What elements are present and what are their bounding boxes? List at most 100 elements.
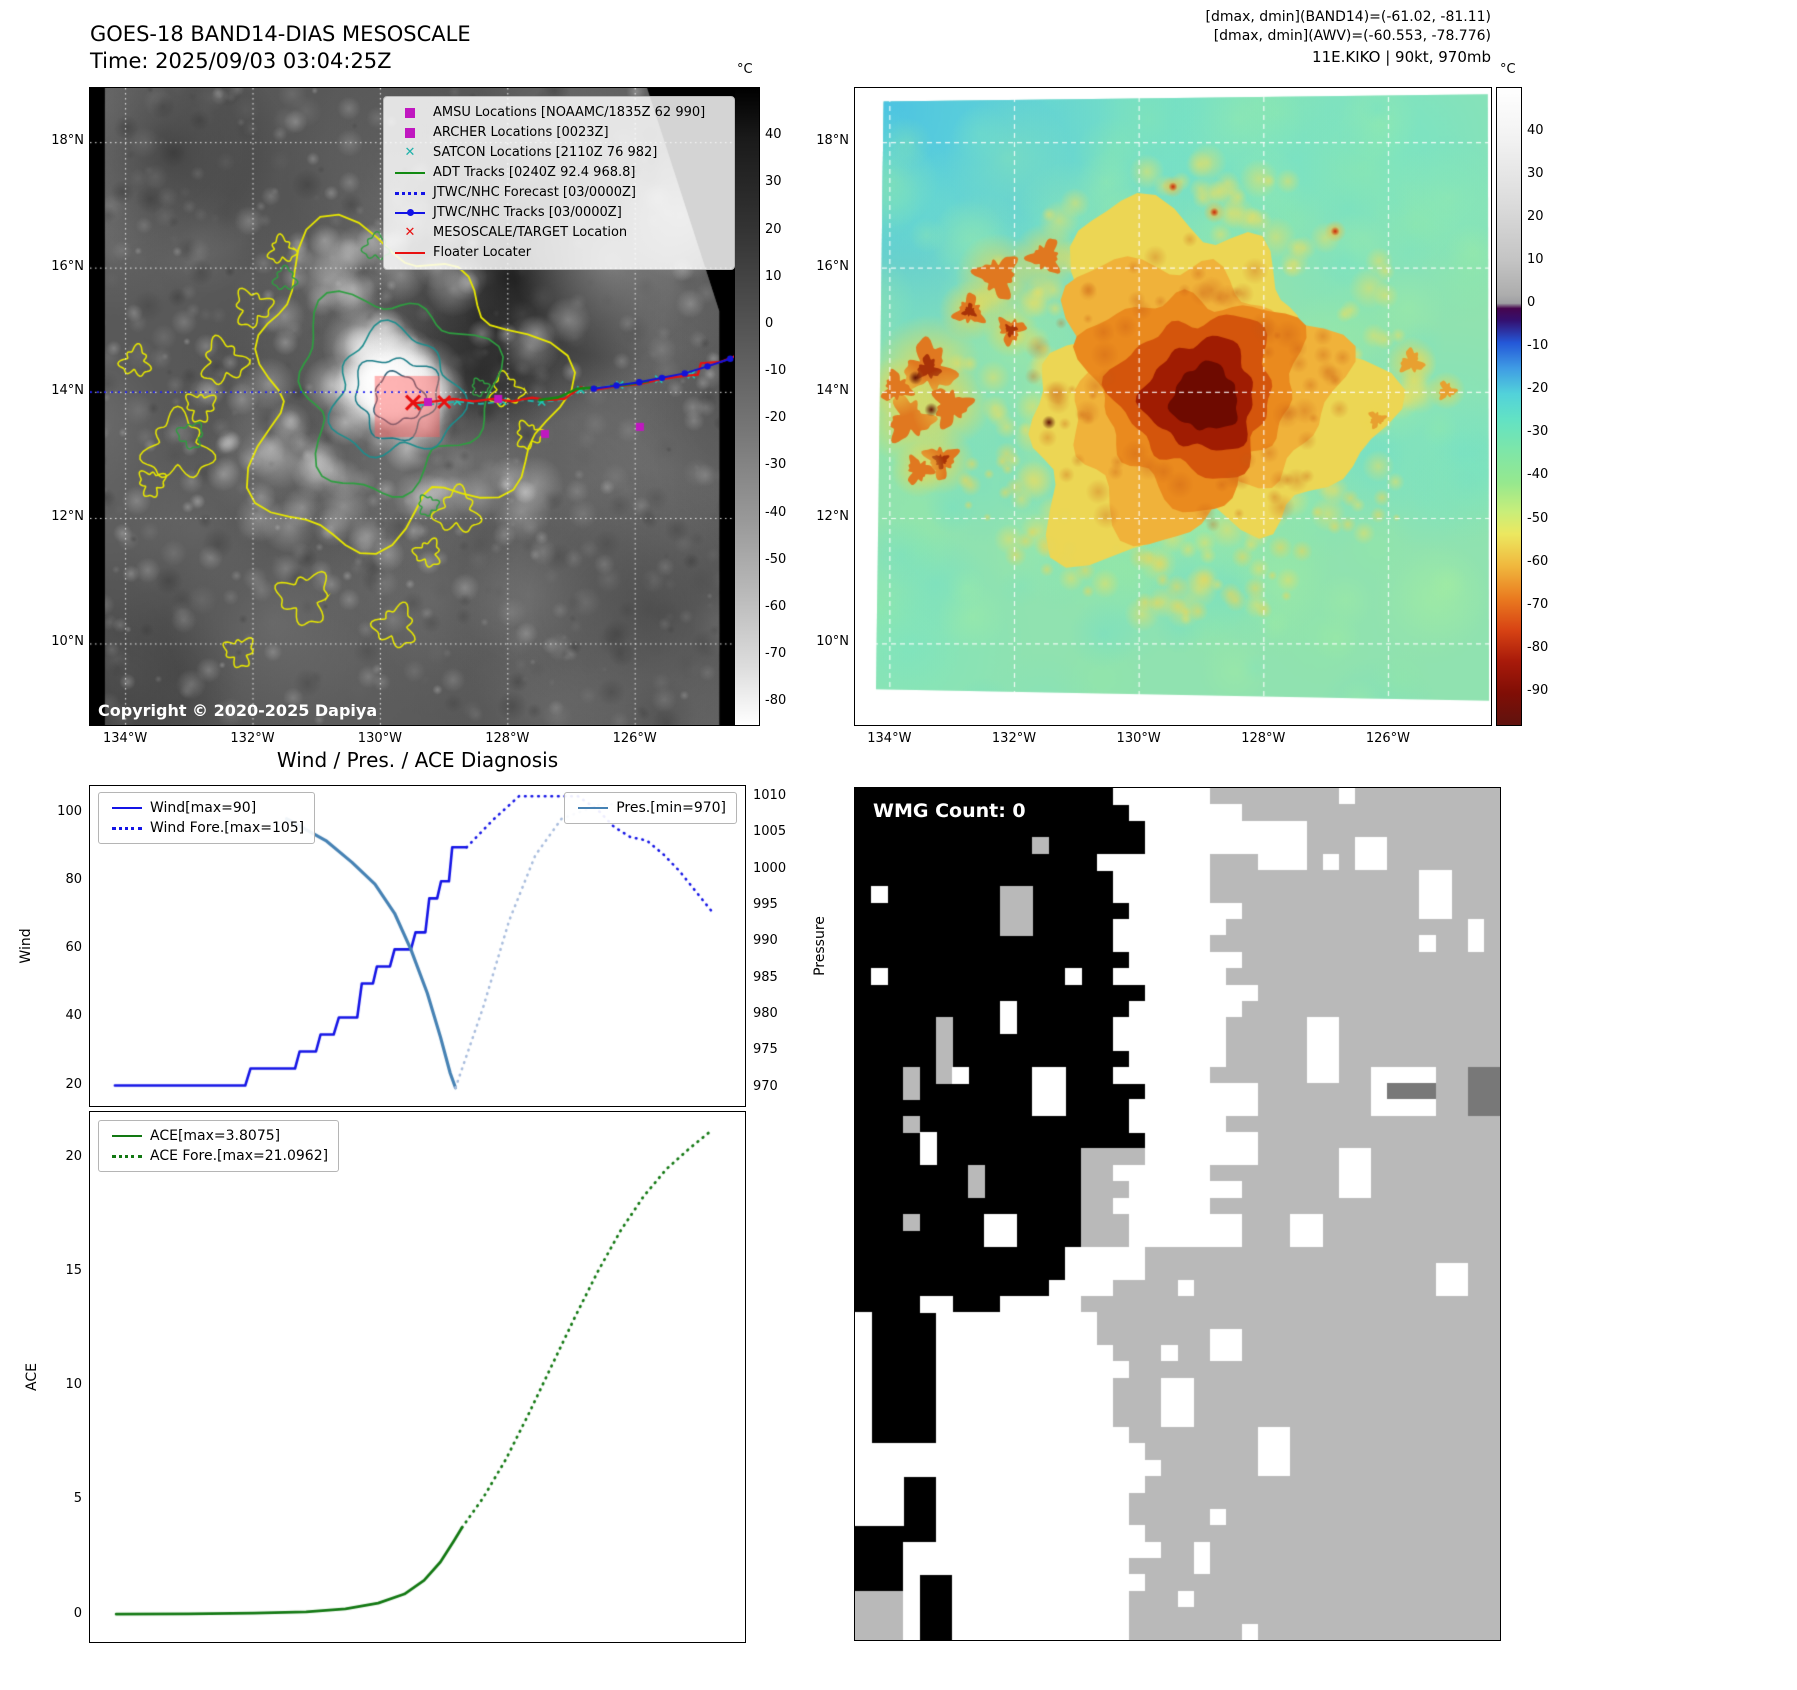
- awv-map-panel: [854, 87, 1492, 726]
- lat-tick-label: 14°N: [816, 382, 849, 398]
- colorbar-tick-label: 30: [1527, 166, 1544, 182]
- legend-item: ✕ SATCON Locations [2110Z 76 982]: [392, 143, 726, 163]
- colorbar-tick-label: 40: [1527, 123, 1544, 139]
- legend-label: Wind Fore.[max=105]: [150, 820, 305, 836]
- ace-chart: ACE[max=3.8075] ACE Fore.[max=21.0962]: [89, 1111, 746, 1643]
- colorbar-tick-label: -40: [1527, 467, 1549, 483]
- band14-colorbar-gradient: [735, 88, 759, 725]
- pressure-tick-label: 1000: [753, 860, 787, 876]
- ace-tick-label: 5: [73, 1491, 82, 1507]
- legend-item: ACE[max=3.8075]: [109, 1126, 328, 1146]
- legend-item: JTWC/NHC Forecast [03/0000Z]: [392, 183, 726, 203]
- dmax-dmin-awv: [dmax, dmin](AWV)=(-60.553, -78.776): [1213, 28, 1491, 44]
- legend-marker-dotted-icon: [109, 821, 145, 835]
- awv-colorbar: [1496, 87, 1522, 726]
- colorbar-tick-label: 0: [1527, 295, 1536, 311]
- legend-marker-line-icon: [392, 246, 428, 260]
- diagnosis-title: Wind / Pres. / ACE Diagnosis: [276, 748, 559, 772]
- lat-tick-label: 12°N: [816, 508, 849, 524]
- legend-label: AMSU Locations [NOAAMC/1835Z 62 990]: [433, 105, 706, 120]
- panel1-title: GOES-18 BAND14-DIAS MESOSCALE: [90, 22, 471, 46]
- colorbar-tick-label: -40: [765, 504, 787, 520]
- lon-tick-label: 130°W: [1116, 731, 1161, 746]
- wind-tick-label: 40: [65, 1008, 82, 1024]
- wind-legend: Wind[max=90] Wind Fore.[max=105]: [98, 792, 316, 844]
- awv-satellite-canvas: [855, 88, 1491, 725]
- ace-axis-label: ACE: [24, 1363, 40, 1391]
- colorbar-tick-label: 0: [765, 315, 774, 331]
- colorbar-tick-label: 20: [1527, 209, 1544, 225]
- legend-item: Pres.[min=970]: [575, 798, 726, 818]
- legend-item: ACE Fore.[max=21.0962]: [109, 1146, 328, 1166]
- awv-colorbar-gradient: [1497, 88, 1521, 725]
- legend-label: ADT Tracks [0240Z 92.4 968.8]: [433, 165, 636, 180]
- colorbar-tick-label: -10: [1527, 338, 1549, 354]
- legend-item: Wind[max=90]: [109, 798, 304, 818]
- legend-label: SATCON Locations [2110Z 76 982]: [433, 145, 658, 160]
- map-legend: AMSU Locations [NOAAMC/1835Z 62 990] ARCH…: [383, 96, 735, 270]
- legend-marker-x-icon: ✕: [404, 225, 416, 240]
- panel2-info: [dmax, dmin](BAND14)=(-61.02, -81.11) [d…: [1000, 8, 1492, 68]
- copyright-text: Copyright © 2020-2025 Dapiya: [98, 701, 378, 720]
- legend-item: ADT Tracks [0240Z 92.4 968.8]: [392, 163, 726, 183]
- colorbar-tick-label: 10: [765, 268, 782, 284]
- pressure-tick-label: 980: [753, 1006, 778, 1022]
- legend-marker-line-icon: [575, 801, 611, 815]
- pressure-tick-label: 970: [753, 1078, 778, 1094]
- lat-tick-label: 16°N: [816, 258, 849, 274]
- legend-label: Pres.[min=970]: [616, 800, 726, 816]
- legend-marker-square-icon: [392, 126, 428, 140]
- lon-tick-label: 126°W: [1365, 731, 1411, 746]
- legend-label: ARCHER Locations [0023Z]: [433, 125, 609, 140]
- lon-tick-label: 134°W: [103, 731, 148, 746]
- colorbar-tick-label: 20: [765, 221, 782, 237]
- pressure-tick-label: 1005: [753, 824, 787, 840]
- lat-tick-label: 12°N: [51, 508, 84, 524]
- pressure-axis-label: Pressure: [812, 916, 828, 976]
- legend-label: Floater Locater: [433, 245, 532, 260]
- wind-tick-label: 80: [65, 872, 82, 888]
- legend-marker-line-icon: [109, 801, 145, 815]
- colorbar-tick-label: -60: [765, 599, 787, 615]
- ace-tick-label: 0: [73, 1605, 82, 1621]
- colorbar-tick-label: -30: [765, 457, 787, 473]
- ace-tick-label: 20: [65, 1148, 82, 1164]
- legend-label: Wind[max=90]: [150, 800, 257, 816]
- wind-tick-label: 60: [65, 940, 82, 956]
- ace-tick-label: 10: [65, 1377, 82, 1393]
- lon-tick-label: 132°W: [230, 731, 275, 746]
- colorbar-tick-label: -70: [1527, 596, 1549, 612]
- colorbar-tick-label: -80: [1527, 639, 1549, 655]
- storm-id-intensity: 11E.KIKO | 90kt, 970mb: [1312, 48, 1491, 66]
- colorbar-tick-label: -80: [765, 693, 787, 709]
- legend-marker-line-icon: [392, 166, 428, 180]
- pressure-tick-label: 995: [753, 897, 778, 912]
- band14-map-panel: AMSU Locations [NOAAMC/1835Z 62 990] ARCH…: [89, 87, 741, 726]
- lon-tick-label: 128°W: [1241, 731, 1286, 746]
- legend-item: Floater Locater: [392, 243, 726, 263]
- pressure-tick-label: 1010: [753, 787, 787, 803]
- colorbar-unit: °C: [737, 62, 753, 77]
- legend-marker-line-dot-icon: [392, 206, 428, 220]
- colorbar-tick-label: 10: [1527, 252, 1544, 268]
- lat-tick-label: 10°N: [816, 634, 849, 650]
- wind-tick-label: 100: [57, 804, 82, 820]
- lon-tick-label: 130°W: [357, 731, 402, 746]
- wind-pressure-chart: Wind[max=90] Wind Fore.[max=105] Pres.[mi…: [89, 785, 746, 1107]
- lat-tick-label: 18°N: [51, 133, 84, 149]
- lat-tick-label: 10°N: [51, 634, 84, 650]
- legend-marker-x-icon: ✕: [404, 145, 416, 160]
- legend-label: MESOSCALE/TARGET Location: [433, 225, 628, 240]
- wmg-panel: WMG Count: 0: [854, 787, 1501, 1641]
- legend-marker-dotted-icon: [392, 186, 428, 200]
- colorbar-tick-label: -50: [1527, 510, 1549, 526]
- lat-tick-label: 14°N: [51, 382, 84, 398]
- colorbar-tick-label: -30: [1527, 424, 1549, 440]
- legend-item: AMSU Locations [NOAAMC/1835Z 62 990]: [392, 103, 726, 123]
- lat-tick-label: 18°N: [816, 133, 849, 149]
- lon-tick-label: 134°W: [867, 731, 912, 746]
- legend-item: JTWC/NHC Tracks [03/0000Z]: [392, 203, 726, 223]
- colorbar-tick-label: -20: [1527, 381, 1549, 397]
- wind-axis-label: Wind: [18, 928, 34, 964]
- ace-legend: ACE[max=3.8075] ACE Fore.[max=21.0962]: [98, 1120, 340, 1172]
